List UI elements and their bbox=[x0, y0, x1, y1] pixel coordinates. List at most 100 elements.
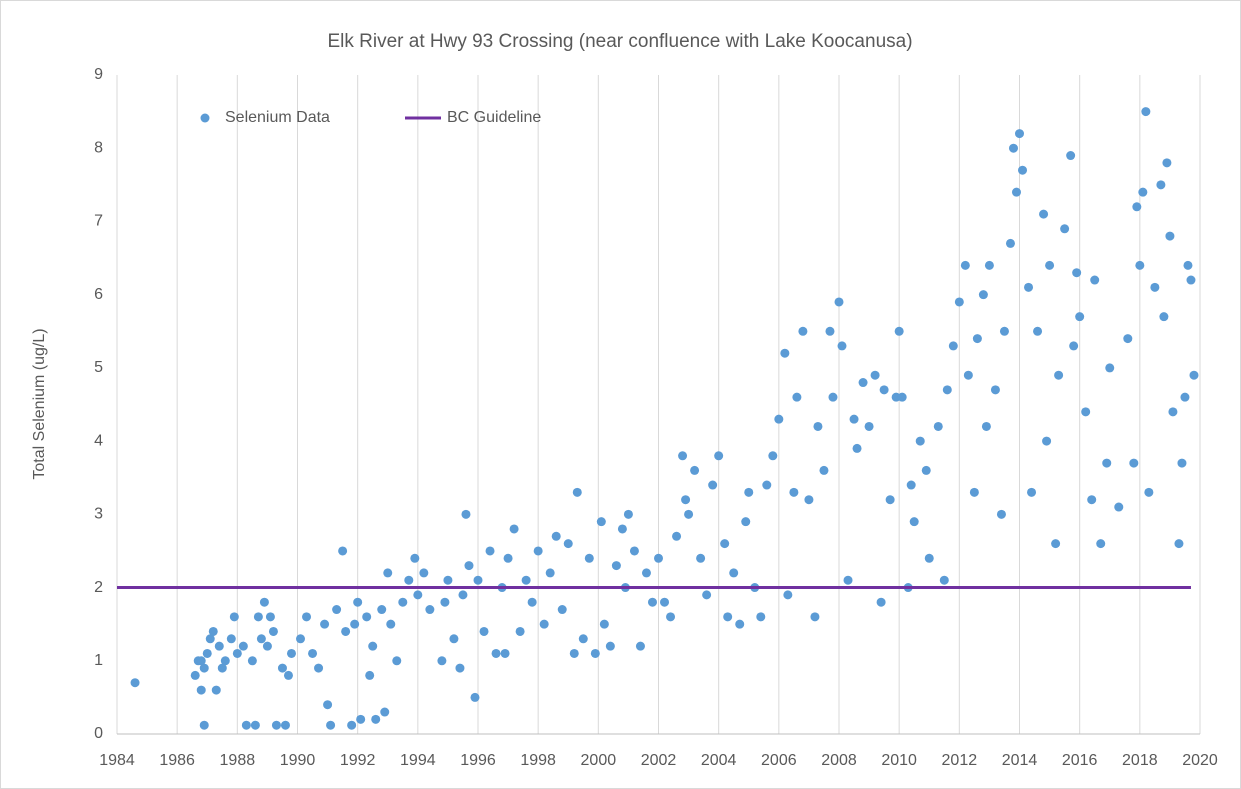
data-point bbox=[1138, 187, 1148, 197]
data-point bbox=[1177, 458, 1187, 468]
x-tick-label: 1990 bbox=[280, 752, 316, 769]
y-tick-label: 0 bbox=[94, 725, 103, 742]
data-point bbox=[404, 575, 414, 585]
data-point bbox=[647, 597, 657, 607]
data-point bbox=[762, 480, 772, 490]
data-point bbox=[280, 720, 290, 730]
data-point bbox=[756, 612, 766, 622]
data-point bbox=[617, 524, 627, 534]
x-tick-label: 1994 bbox=[400, 752, 436, 769]
data-point bbox=[250, 720, 260, 730]
data-point bbox=[1096, 539, 1106, 549]
data-point bbox=[623, 509, 633, 519]
data-point bbox=[265, 612, 275, 622]
data-point bbox=[590, 648, 600, 658]
data-point bbox=[1081, 407, 1091, 417]
data-point bbox=[380, 707, 390, 717]
data-point bbox=[720, 539, 730, 549]
data-point bbox=[256, 634, 266, 644]
data-point bbox=[702, 590, 712, 600]
data-point bbox=[783, 590, 793, 600]
data-point bbox=[443, 575, 453, 585]
data-point bbox=[1102, 458, 1112, 468]
x-tick-label: 2014 bbox=[1002, 752, 1038, 769]
data-point bbox=[915, 436, 925, 446]
data-point bbox=[1114, 502, 1124, 512]
x-tick-label: 1986 bbox=[159, 752, 195, 769]
data-point bbox=[921, 465, 931, 475]
data-point bbox=[870, 370, 880, 380]
legend-label: Selenium Data bbox=[225, 109, 330, 126]
data-point bbox=[262, 641, 272, 651]
data-point bbox=[220, 656, 230, 666]
data-point bbox=[1135, 260, 1145, 270]
data-point bbox=[1024, 282, 1034, 292]
data-point bbox=[557, 605, 567, 615]
data-point bbox=[455, 663, 465, 673]
data-point bbox=[190, 670, 200, 680]
data-point bbox=[837, 341, 847, 351]
data-point bbox=[774, 414, 784, 424]
data-point bbox=[1162, 158, 1172, 168]
data-point bbox=[885, 495, 895, 505]
data-point bbox=[1066, 151, 1076, 161]
data-point bbox=[1132, 202, 1142, 212]
data-point bbox=[353, 597, 363, 607]
y-tick-label: 2 bbox=[94, 579, 103, 596]
x-tick-label: 1984 bbox=[99, 752, 135, 769]
data-point bbox=[1174, 539, 1184, 549]
data-point bbox=[479, 626, 489, 636]
data-point bbox=[449, 634, 459, 644]
data-point bbox=[972, 334, 982, 344]
data-point bbox=[813, 421, 823, 431]
data-point bbox=[1027, 487, 1037, 497]
data-point bbox=[410, 553, 420, 563]
data-point bbox=[509, 524, 519, 534]
data-point bbox=[199, 663, 209, 673]
data-point bbox=[1069, 341, 1079, 351]
data-point bbox=[810, 612, 820, 622]
data-point bbox=[211, 685, 221, 695]
data-point bbox=[419, 568, 429, 578]
data-point bbox=[1051, 539, 1061, 549]
data-point bbox=[924, 553, 934, 563]
x-tick-label: 2016 bbox=[1062, 752, 1098, 769]
data-point bbox=[386, 619, 396, 629]
data-point bbox=[849, 414, 859, 424]
data-point bbox=[425, 605, 435, 615]
data-point bbox=[286, 648, 296, 658]
y-tick-label: 5 bbox=[94, 359, 103, 376]
y-tick-label: 3 bbox=[94, 506, 103, 523]
data-point bbox=[999, 326, 1009, 336]
data-point bbox=[1039, 209, 1049, 219]
data-point bbox=[828, 392, 838, 402]
data-point bbox=[605, 641, 615, 651]
data-point bbox=[660, 597, 670, 607]
y-tick-label: 7 bbox=[94, 213, 103, 230]
data-point bbox=[876, 597, 886, 607]
data-point bbox=[365, 670, 375, 680]
data-point bbox=[398, 597, 408, 607]
data-point bbox=[362, 612, 372, 622]
data-point bbox=[130, 678, 140, 688]
data-point bbox=[347, 720, 357, 730]
data-point bbox=[1005, 238, 1015, 248]
data-point bbox=[1011, 187, 1021, 197]
x-tick-label: 2020 bbox=[1182, 752, 1218, 769]
data-point bbox=[341, 626, 351, 636]
data-point bbox=[229, 612, 239, 622]
data-point bbox=[383, 568, 393, 578]
data-point bbox=[1141, 107, 1151, 117]
data-point bbox=[268, 626, 278, 636]
data-point bbox=[969, 487, 979, 497]
data-point bbox=[1183, 260, 1193, 270]
data-point bbox=[708, 480, 718, 490]
data-point bbox=[277, 663, 287, 673]
data-point bbox=[735, 619, 745, 629]
x-tick-label: 2010 bbox=[881, 752, 917, 769]
data-point bbox=[1168, 407, 1178, 417]
data-point bbox=[1189, 370, 1199, 380]
data-point bbox=[326, 720, 336, 730]
